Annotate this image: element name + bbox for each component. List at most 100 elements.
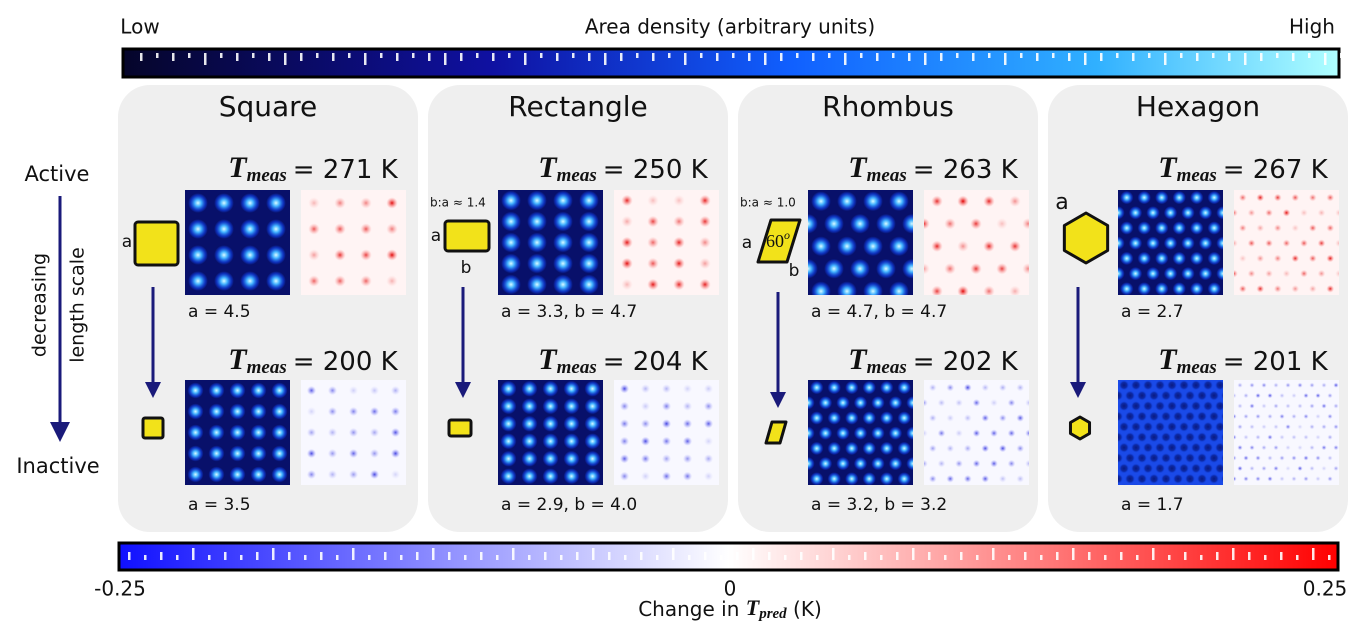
change-spot <box>1256 285 1264 293</box>
change-spot <box>673 258 684 269</box>
change-spot <box>1285 403 1290 408</box>
lattice-parameters: a = 1.7 <box>1121 495 1184 515</box>
tick <box>172 53 175 61</box>
change-spot <box>1243 414 1248 419</box>
density-hole <box>1191 380 1201 390</box>
change-spot <box>981 384 989 392</box>
change-spot <box>370 407 379 416</box>
tick <box>1040 555 1043 560</box>
tick <box>636 53 639 58</box>
tick <box>704 552 707 560</box>
change-spot <box>938 429 946 437</box>
density-peak <box>1208 282 1221 295</box>
density-peak <box>579 212 599 232</box>
change-spot <box>1243 476 1248 481</box>
change-spot <box>1291 224 1299 232</box>
change-spot <box>1297 424 1302 429</box>
density-peak <box>889 236 909 256</box>
change-spot <box>1249 466 1254 471</box>
density-peak <box>527 233 547 253</box>
tick <box>1328 555 1331 560</box>
tick <box>1136 555 1139 560</box>
change-spot <box>307 407 316 416</box>
tick <box>908 53 911 61</box>
tick <box>1084 53 1087 65</box>
change-spot <box>704 419 713 428</box>
side-label: decreasing <box>29 253 51 357</box>
density-peak <box>251 467 267 483</box>
tick <box>732 53 735 58</box>
density-hole <box>1185 432 1195 442</box>
change-spot <box>929 414 937 422</box>
tick <box>1312 548 1315 560</box>
value: = 263 K <box>913 155 1019 185</box>
panel-title: Hexagon <box>1136 90 1260 123</box>
change-spot <box>1009 241 1020 252</box>
density-hole <box>1143 422 1153 432</box>
change-spot <box>1291 285 1299 293</box>
change-spot <box>1321 403 1326 408</box>
tick <box>208 555 211 560</box>
change-spot <box>370 449 379 458</box>
tick <box>496 555 499 560</box>
change-spot <box>1309 383 1314 388</box>
symbol: T <box>848 151 868 184</box>
tick <box>1148 53 1151 58</box>
density-hole <box>1173 453 1183 463</box>
change-spot <box>673 195 684 206</box>
density-peak <box>188 446 204 462</box>
density-peak <box>1155 191 1168 204</box>
tick <box>956 53 959 58</box>
density-peak <box>1190 221 1203 234</box>
tick <box>1216 552 1219 560</box>
tick <box>892 53 895 58</box>
tick <box>524 53 527 65</box>
tick <box>220 53 223 58</box>
tick <box>864 552 867 560</box>
change-spot <box>1273 403 1278 408</box>
change-spot <box>1303 455 1308 460</box>
density-peak <box>1120 282 1133 295</box>
tick <box>1244 53 1247 65</box>
change-spot <box>1279 455 1284 460</box>
unit: (K) <box>793 597 822 621</box>
tick <box>1088 552 1091 560</box>
colorbar-label: Change in Tpred (K) <box>638 595 822 625</box>
density-peak <box>188 404 204 420</box>
density-peak <box>810 442 823 455</box>
change-spot <box>1249 403 1254 408</box>
density-peak <box>501 416 517 432</box>
change-spot <box>704 454 713 463</box>
change-spot <box>938 399 946 407</box>
density-hole <box>1131 422 1141 432</box>
change-spot <box>1237 424 1242 429</box>
change-spot <box>1016 445 1024 453</box>
density-hole <box>1149 432 1159 442</box>
change-spot <box>1274 285 1282 293</box>
density-peak <box>836 396 849 409</box>
change-spot <box>1261 424 1266 429</box>
density-peak <box>564 398 580 414</box>
change-spot <box>944 263 955 274</box>
density-hole <box>1155 443 1165 453</box>
unit-cell <box>135 222 178 265</box>
change-spot <box>1321 424 1326 429</box>
unit-cell-small <box>1070 417 1089 439</box>
density-peak <box>188 383 204 399</box>
density-peak <box>564 433 580 449</box>
subscript: meas <box>557 165 597 186</box>
density-peak <box>1208 252 1221 265</box>
tick <box>348 53 351 58</box>
density-peak <box>1190 191 1203 204</box>
change-spot <box>990 429 998 437</box>
change-spot <box>307 428 316 437</box>
change-spot <box>931 241 942 252</box>
change-spot <box>662 437 671 446</box>
change-spot <box>1243 393 1248 398</box>
change-spot <box>307 449 316 458</box>
tick <box>1184 552 1187 560</box>
density-peak <box>1190 252 1203 265</box>
change-spot <box>1303 476 1308 481</box>
tick <box>1104 555 1107 560</box>
tick <box>1004 53 1007 65</box>
